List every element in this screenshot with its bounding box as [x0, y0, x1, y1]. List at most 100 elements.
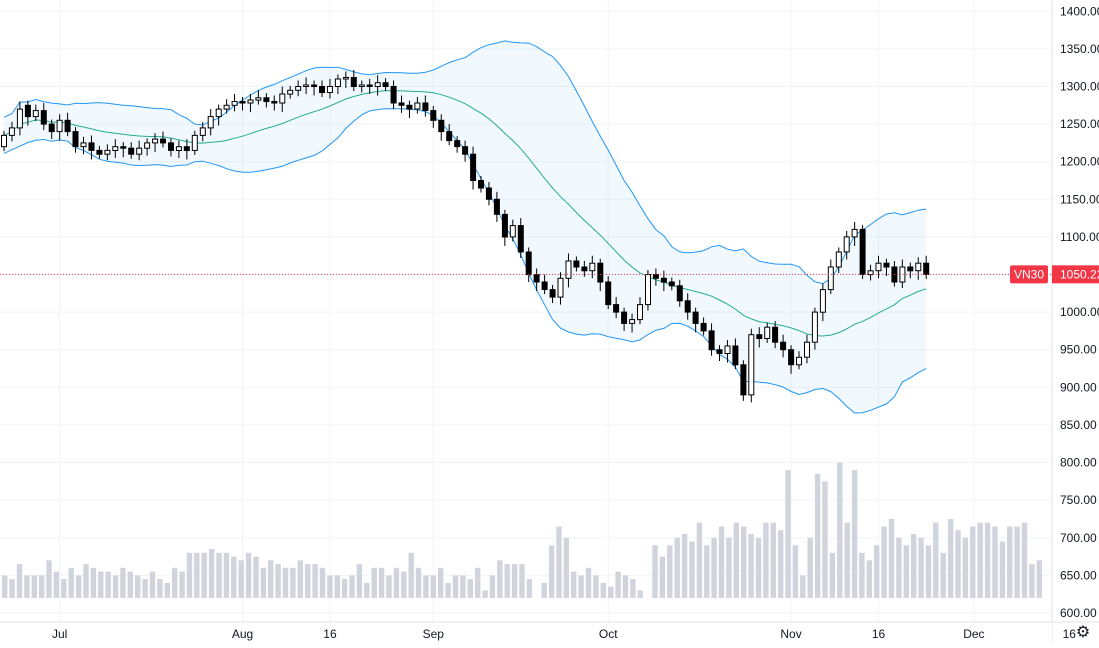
candle-body [136, 147, 143, 155]
time-tick-label: Sep [423, 627, 445, 641]
time-axis[interactable]: Jul Aug 16 Sep Oct Nov 16 Dec 16 [0, 621, 1099, 643]
candle-body [780, 341, 787, 351]
candle-body [788, 349, 795, 366]
volume-bar [105, 571, 111, 598]
candle [637, 297, 643, 325]
candle [390, 80, 397, 110]
candle-body [40, 110, 47, 125]
time-tick-label: Dec [963, 627, 984, 641]
candle [772, 321, 779, 349]
candle-body [303, 84, 310, 87]
candle-body [907, 266, 914, 272]
volume-bar [408, 552, 414, 598]
candle [271, 95, 278, 111]
candle-body [565, 260, 572, 279]
volume-bar [526, 579, 533, 598]
volume-bar [61, 579, 67, 598]
volume-bar [297, 560, 303, 598]
volume-bar [807, 537, 813, 598]
price-tick-label: 1350.00 [1060, 42, 1099, 56]
candle-body [613, 304, 620, 313]
volume-bar [90, 567, 97, 598]
candle-body [637, 304, 643, 321]
volume-bar [319, 567, 326, 598]
volume-bar [844, 522, 850, 598]
volume-bar [630, 579, 636, 598]
volume-bar [68, 567, 74, 598]
volume-bar [430, 575, 436, 598]
candle [851, 221, 858, 246]
candle-body [676, 285, 683, 302]
candle [446, 124, 453, 146]
volume-bar [1029, 564, 1035, 598]
candle [366, 78, 373, 95]
candle-body [533, 274, 540, 283]
candle [605, 276, 612, 310]
candle [96, 145, 103, 159]
volume-bar [615, 571, 621, 598]
candle-body [573, 260, 580, 268]
price-tick-label: 700.00 [1060, 531, 1097, 545]
price-tick-label: 850.00 [1060, 418, 1097, 432]
candle-body [692, 311, 699, 324]
candle-body [525, 251, 532, 276]
volume-bar [778, 530, 784, 598]
candle [700, 317, 707, 336]
volume-bar [238, 560, 244, 598]
volume-bar [186, 552, 193, 598]
candle-body [597, 262, 604, 283]
candle [517, 218, 524, 258]
candle-body [732, 345, 739, 366]
price-axis[interactable]: 1400.00 1350.00 1300.00 1250.00 1200.00 1150.… [1051, 0, 1099, 643]
candle [112, 139, 119, 158]
volume-bar [733, 522, 739, 598]
candle-body [152, 138, 159, 144]
candle-body [32, 110, 39, 118]
volume-bar [992, 526, 998, 598]
candle-body [319, 86, 325, 93]
time-tick-label: Oct [599, 627, 618, 641]
candle-body [128, 147, 135, 155]
volume-bar [600, 582, 606, 598]
candle [422, 95, 429, 117]
candle-body [112, 146, 119, 151]
volume-bar [1014, 526, 1020, 598]
candle [136, 140, 143, 161]
candle [311, 80, 318, 96]
candle [462, 140, 469, 162]
candle [374, 75, 381, 96]
time-tick-label: 16 [1063, 627, 1077, 641]
candle [859, 224, 866, 280]
candle-body [668, 281, 675, 287]
volume-bar [866, 560, 872, 598]
candle [541, 274, 548, 295]
candle [899, 259, 906, 289]
price-tick-label: 1200.00 [1060, 155, 1099, 169]
candle [549, 285, 556, 304]
volume-bar [260, 567, 267, 598]
candle [668, 277, 675, 291]
volume-bar [829, 552, 836, 598]
candle-body [859, 228, 866, 275]
candle [64, 112, 71, 137]
candle [104, 144, 111, 161]
candle [1, 130, 7, 152]
candle [334, 74, 341, 95]
time-tick-label: Nov [780, 627, 801, 641]
candle-body [64, 119, 71, 133]
settings-gear-icon[interactable]: ⚙ [1075, 624, 1091, 641]
candle-body [191, 134, 198, 151]
candle [732, 338, 739, 370]
candle-body [422, 102, 429, 111]
volume-bar [689, 541, 695, 598]
volume-bar [1007, 526, 1013, 598]
volume-bar [334, 575, 340, 598]
candle-body [80, 142, 87, 148]
last-price-badge: VN30 1050.22 [1010, 265, 1099, 284]
candle-body [748, 334, 755, 396]
volume-bar [925, 545, 932, 598]
candle-body [446, 131, 453, 142]
volume-bar [371, 567, 377, 598]
